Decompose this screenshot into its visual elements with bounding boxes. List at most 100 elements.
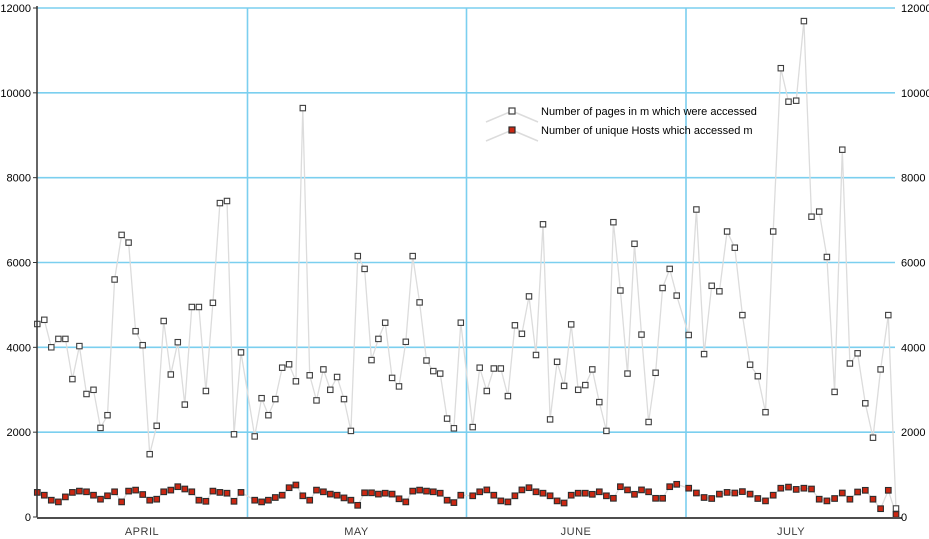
pages-marker [823,253,831,261]
hosts-marker [381,489,389,497]
hosts-marker [202,497,210,505]
pages-marker [469,423,476,431]
hosts-marker [258,498,265,506]
hosts-marker [429,488,437,496]
pages-marker [381,319,389,326]
hosts-marker [861,486,869,494]
hosts-marker [476,488,484,496]
y-tick-label-right-10000: 10000 [901,88,929,100]
pages-marker [139,341,146,349]
pages-marker [90,386,97,394]
pages-marker [409,252,416,260]
hosts-marker [423,487,430,495]
pages-marker [146,450,153,458]
hosts-marker [299,492,307,500]
hosts-marker [237,489,245,496]
pages-marker [574,386,582,394]
pages-marker [69,375,76,383]
hosts-marker [285,484,293,492]
hosts-marker [174,483,182,491]
hosts-marker [457,491,465,499]
y-tick-label-left-10000: 10000 [0,88,31,100]
pages-marker [209,299,217,307]
hosts-marker [792,486,800,493]
hosts-marker [504,498,512,506]
hosts-marker [638,486,645,494]
hosts-marker [292,481,300,489]
y-tick-label-right-8000: 8000 [901,173,925,185]
y-tick-label-right-4000: 4000 [901,342,925,354]
pages-marker [313,397,320,404]
pages-marker [846,360,854,367]
pages-marker [746,361,754,368]
pages-marker [118,231,125,239]
hosts-marker [443,496,451,504]
hosts-marker [409,487,417,495]
pages-marker [731,244,739,251]
hosts-marker [139,491,147,498]
hosts-marker [416,486,423,494]
pages-marker [361,265,368,273]
y-tick-label-right-12000: 12000 [901,3,929,15]
hosts-marker [436,489,444,497]
axes-layer [33,6,902,519]
pages-marker [375,335,382,343]
hosts-marker [700,494,708,501]
pages-marker [299,104,307,112]
hosts-marker [195,496,203,504]
hosts-marker [785,483,792,491]
pages-marker [174,338,182,346]
hosts-marker [739,488,746,495]
hosts-marker [181,485,189,493]
pages-marker [132,327,139,335]
hosts-marker [333,491,341,499]
pages-marker [402,338,410,346]
pages-marker [869,434,877,441]
pages-marker [511,322,519,329]
y-tick-label-right-2000: 2000 [901,427,925,439]
pages-marker [104,411,111,419]
pages-marker [762,408,769,416]
hosts-marker [659,494,666,502]
pages-marker [388,374,396,382]
pages-marker [800,17,808,25]
pages-marker [292,378,300,385]
hosts-marker [877,505,884,513]
pages-marker [153,422,160,430]
hosts-marker [375,490,382,498]
hosts-marker [624,486,631,494]
hosts-marker [823,497,831,505]
pages-marker [416,299,423,306]
pages-marker [216,199,224,207]
pages-marker [553,358,561,366]
hosts-marker [402,498,410,506]
hosts-marker [320,488,327,496]
pages-marker [754,372,762,380]
hosts-marker [483,486,491,494]
month-label-may: MAY [344,526,369,538]
hosts-marker [588,490,596,498]
hosts-marker [532,488,540,496]
pages-marker [423,357,430,364]
hosts-marker [815,495,823,503]
pages-marker [582,381,589,389]
pages-marker [769,228,777,235]
pages-marker [111,276,118,283]
hosts-marker [716,490,723,498]
hosts-marker [125,487,132,495]
pages-marker [862,400,869,407]
pages-marker [638,331,645,338]
hosts-marker [685,484,693,492]
pages-marker [430,367,437,375]
pages-marker [877,366,884,373]
hosts-legend-label: Number of unique Hosts which accessed m [541,125,753,137]
pages-marker [237,349,245,356]
hosts-marker [708,495,716,502]
pages-marker [624,370,631,377]
hosts-marker [83,488,90,496]
hosts-marker [723,489,731,496]
hosts-marker [567,491,575,499]
pages-marker [457,319,465,326]
hosts-marker [746,490,754,498]
